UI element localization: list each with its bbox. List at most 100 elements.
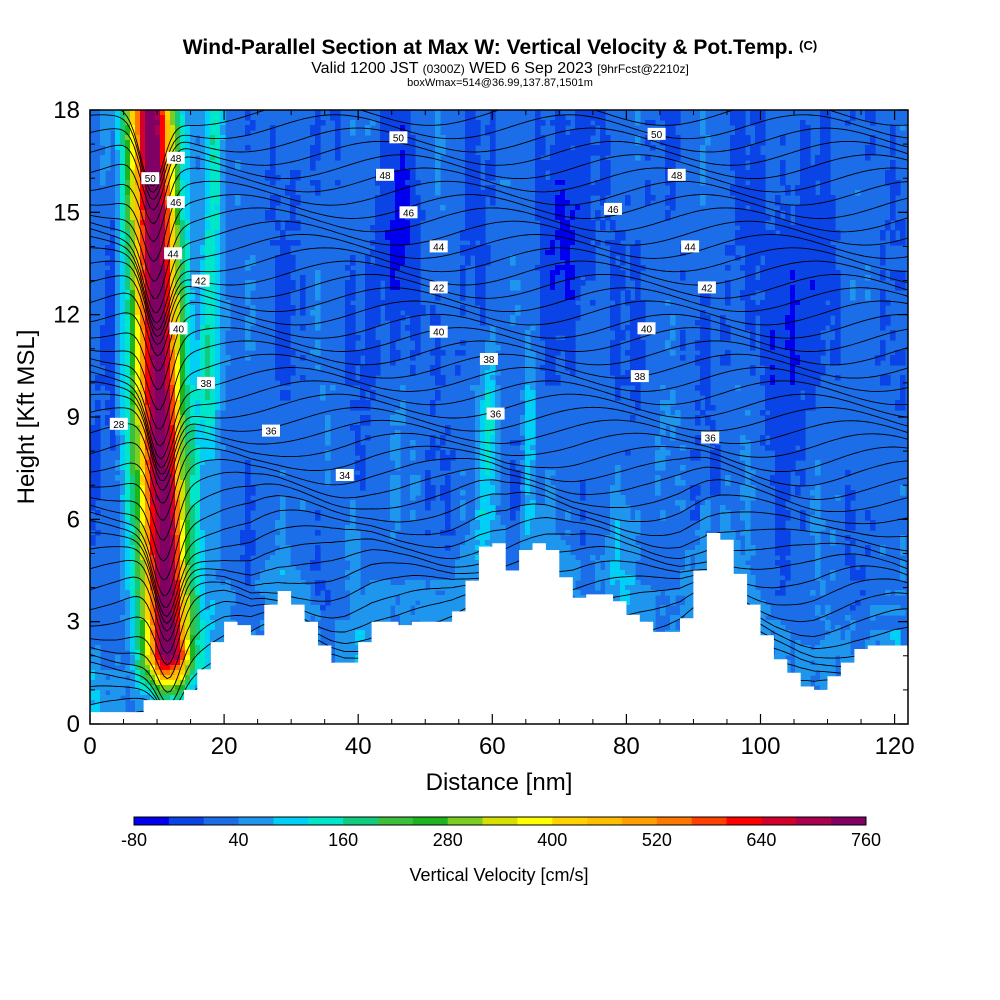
theta-label: 42 [191,274,210,288]
colorbar-swatch [134,817,170,825]
theta-label: 42 [697,281,716,294]
theta-label: 40 [169,322,188,335]
valid-date: WED 6 Sep 2023 [469,60,593,77]
svg-text:50: 50 [393,133,405,144]
svg-text:42: 42 [433,283,445,294]
terrain-mask [90,533,908,724]
box-info: boxWmax=514@36.99,137.87,1501m [407,77,593,89]
svg-text:36: 36 [490,410,502,421]
colorbar-tick-label: 640 [746,830,776,850]
copyright-mark: (C) [799,38,818,53]
svg-text:40: 40 [641,324,653,335]
colorbar-swatch [238,817,274,825]
colorbar-tick-label: 760 [851,830,881,850]
x-tick-label: 100 [740,733,780,760]
y-tick-label: 3 [67,609,80,636]
theta-label: 38 [630,370,649,383]
theta-label: 44 [164,247,183,260]
svg-text:38: 38 [483,355,495,366]
svg-text:34: 34 [339,471,351,482]
theta-label: 46 [604,202,622,216]
colorbar-swatch [273,817,309,825]
y-tick-label: 18 [53,97,80,124]
theta-label: 44 [429,240,448,253]
theta-labels: 50 48 46 44 42 40 38 28 36 34 50 48 46 44 42 40 38 36 50 48… [109,127,720,482]
colorbar-swatch [691,817,727,825]
theta-label: 46 [399,206,418,219]
svg-text:50: 50 [145,174,157,185]
valid-time-line: Valid 1200 JST (0300Z) WED 6 Sep 2023 [9… [0,60,1000,78]
theta-label: 42 [429,281,448,294]
svg-text:46: 46 [170,198,182,209]
valid-time-utc: (0300Z) [422,62,465,76]
theta-label: 44 [681,240,700,253]
colorbar-swatch [761,817,797,825]
colorbar-swatch [622,817,658,825]
theta-label: 46 [166,196,185,209]
x-tick-label: 0 [83,733,96,760]
colorbar-swatch [517,817,553,825]
theta-label: 50 [141,172,160,185]
y-tick-label: 9 [67,404,80,431]
x-tick-label: 60 [479,733,506,760]
y-axis-label: Height [Kft MSL] [13,330,40,505]
theta-label: 34 [335,469,354,482]
colorbar-swatch [796,817,832,825]
svg-text:44: 44 [685,242,697,253]
theta-label: 38 [479,353,498,366]
colorbar-swatch [412,817,449,825]
x-tick-label: 120 [875,733,915,760]
theta-label: 36 [262,424,280,438]
box-info-line: boxWmax=514@36.99,137.87,1501m [0,77,1000,89]
svg-text:48: 48 [170,154,182,165]
colorbar-swatch [482,817,518,825]
theta-label: 40 [637,322,656,335]
svg-text:42: 42 [701,283,713,294]
svg-text:44: 44 [433,242,445,253]
colorbar-swatch [378,817,414,825]
y-tick-label: 0 [67,711,80,738]
svg-text:48: 48 [379,171,391,182]
forecast-info: [9hrFcst@2210z] [597,62,689,76]
colorbar-swatch [203,817,239,825]
svg-text:44: 44 [168,249,180,260]
x-tick-label: 40 [345,733,372,760]
theta-label: 50 [647,127,666,141]
svg-text:28: 28 [113,420,125,431]
theta-label: 50 [389,131,408,144]
theta-label: 40 [429,325,448,339]
colorbar-swatch [656,817,693,825]
colorbar-tick-label: 280 [433,830,463,850]
colorbar-tick-label: 520 [642,830,672,850]
colorbar-tick-label: 400 [537,830,567,850]
colorbar-tick-label: 40 [229,830,249,850]
theta-label: 48 [166,151,185,165]
theta-label: 36 [701,431,720,445]
x-tick-label: 20 [211,733,238,760]
y-tick-label: 15 [53,199,80,226]
valid-time: Valid 1200 JST [311,60,419,77]
theta-label: 48 [667,168,686,182]
colorbar-swatch [343,817,379,825]
svg-text:38: 38 [200,379,212,390]
svg-text:46: 46 [607,205,619,216]
colorbar-swatch [726,817,762,825]
svg-text:40: 40 [433,328,445,339]
y-tick-label: 6 [67,506,80,533]
svg-text:48: 48 [671,171,683,182]
svg-text:38: 38 [634,372,646,383]
colorbar-label: Vertical Velocity [cm/s] [409,865,588,885]
colorbar: -80 40 160 280 400 520 640 760 [121,816,881,850]
colorbar-swatch [308,817,344,825]
svg-text:40: 40 [173,324,185,335]
colorbar-swatch [587,817,623,825]
svg-text:36: 36 [265,427,277,438]
colorbar-swatch [168,817,205,825]
theta-label: 48 [376,168,394,182]
x-axis-label: Distance [nm] [426,769,573,796]
x-tick-label: 80 [613,733,640,760]
colorbar-tick-label: 160 [328,830,358,850]
svg-text:46: 46 [403,208,415,219]
